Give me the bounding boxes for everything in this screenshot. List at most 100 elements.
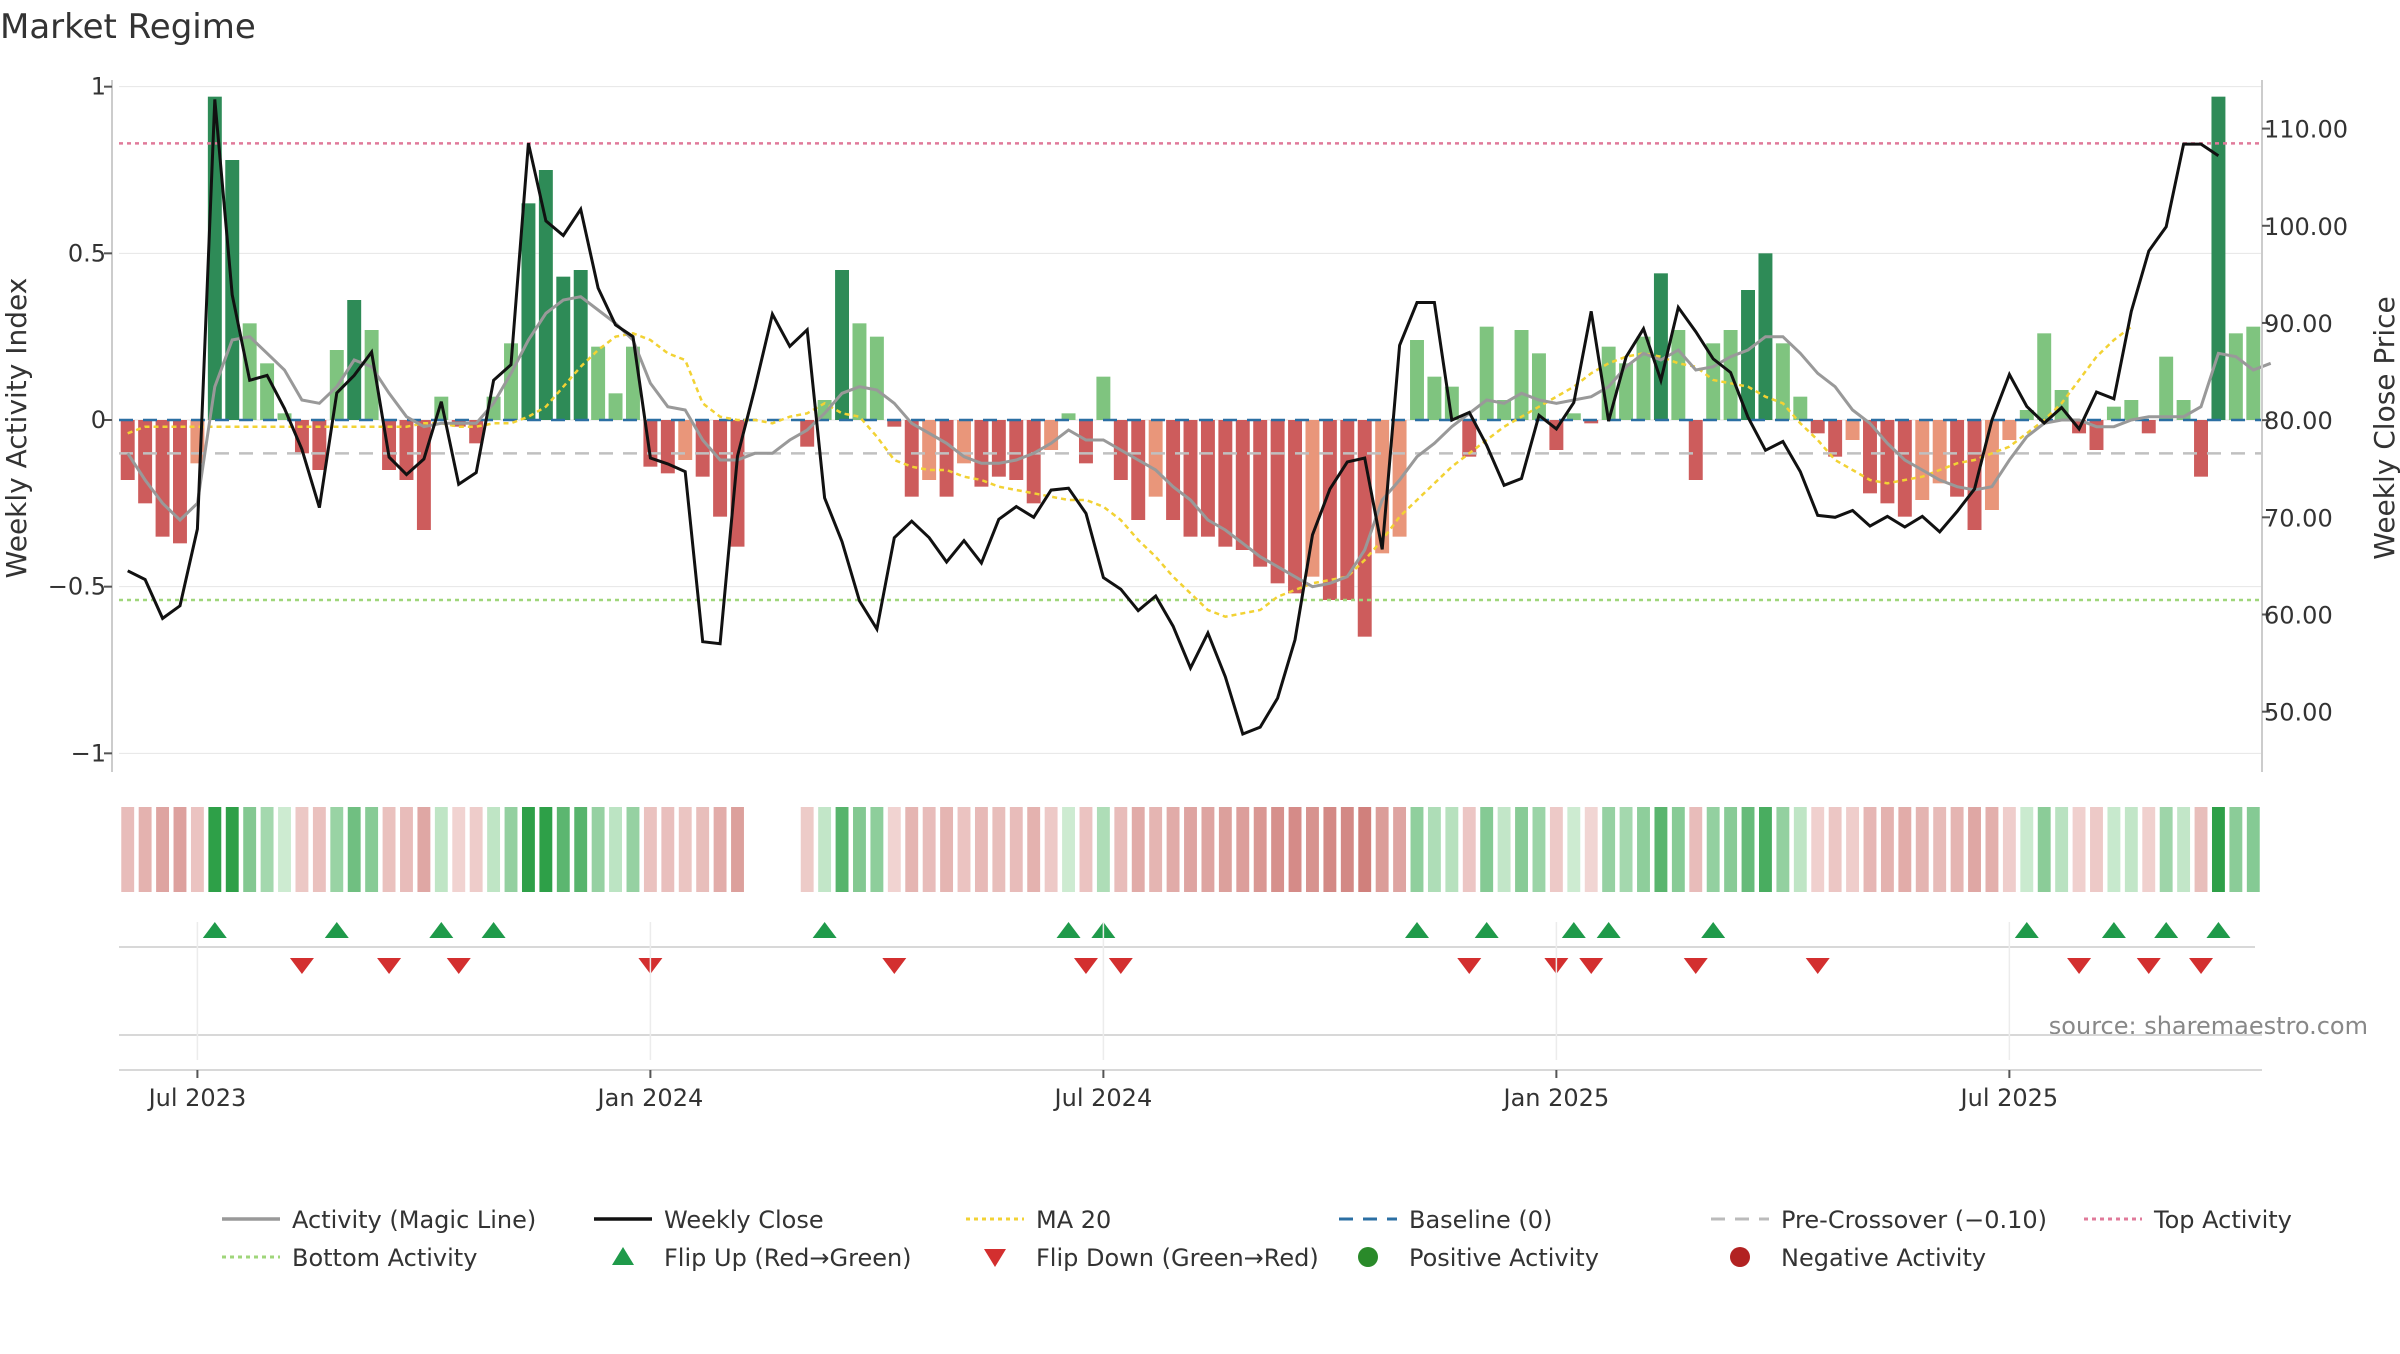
legend-item-bottom: Bottom Activity [222, 1244, 477, 1272]
activity-bar [155, 420, 170, 537]
legend-item-flipdown: Flip Down (Green→Red) [984, 1244, 1319, 1272]
activity-bar [1166, 420, 1181, 520]
regime-cell [2002, 807, 2016, 892]
regime-cell [190, 807, 204, 892]
magic-line [126, 295, 2272, 589]
regime-cell [1236, 807, 1250, 892]
regime-cell [312, 807, 326, 892]
regime-cell [2246, 807, 2260, 892]
flip-markers [119, 922, 2262, 1071]
activity-bar [1828, 420, 1843, 457]
activity-bar [1775, 343, 1790, 420]
regime-cell [591, 807, 605, 892]
regime-cell [138, 807, 152, 892]
regime-cell [1027, 807, 1041, 892]
flip-down-marker [882, 958, 907, 974]
y-tick-label-right: 90.00 [2264, 310, 2333, 338]
legend-label: Bottom Activity [292, 1244, 477, 1272]
legend-label: Positive Activity [1409, 1244, 1599, 1272]
flip-down-marker [1108, 958, 1133, 974]
regime-cell [940, 807, 954, 892]
regime-cell [1532, 807, 1546, 892]
activity-bar [626, 346, 640, 420]
regime-cell [2194, 807, 2208, 892]
flip-down-marker [446, 958, 471, 974]
activity-bar [991, 420, 1006, 477]
regime-cell [1497, 807, 1511, 892]
flip-up-marker [1701, 922, 1726, 938]
regime-cell [1445, 807, 1459, 892]
regime-cell [1985, 807, 1999, 892]
y-tick-label-right: 70.00 [2264, 504, 2333, 532]
regime-cell [1741, 807, 1755, 892]
regime-cell [1567, 807, 1581, 892]
regime-cell [330, 807, 344, 892]
regime-cell [2107, 807, 2121, 892]
regime-cell [574, 807, 588, 892]
chart-title: Market Regime [0, 7, 256, 47]
regime-cell [2229, 807, 2243, 892]
flip-up-marker [1561, 922, 1586, 938]
regime-cell [173, 807, 187, 892]
flip-down-marker [2067, 958, 2092, 974]
regime-cell [713, 807, 727, 892]
flip-down-marker [377, 958, 402, 974]
flip-up-marker [2206, 922, 2231, 938]
legend-label: Negative Activity [1781, 1244, 1986, 1272]
activity-bar [138, 420, 153, 504]
activity-bar [504, 343, 518, 420]
flip-up-marker [1404, 922, 1429, 938]
activity-bars [120, 96, 2261, 637]
legend-label: Weekly Close [664, 1206, 824, 1234]
regime-cell [887, 807, 901, 892]
y-tick-label-left: 1 [91, 73, 106, 101]
regime-cell [1584, 807, 1598, 892]
legend: Activity (Magic Line) Weekly Close MA 20 Ba… [222, 1206, 2292, 1272]
regime-cell [1427, 807, 1441, 892]
regime-cell [1288, 807, 1302, 892]
activity-bar [1218, 420, 1233, 547]
regime-cell [1253, 807, 1267, 892]
regime-cell [609, 807, 622, 892]
activity-bar [1410, 340, 1424, 420]
regime-cell [156, 807, 170, 892]
regime-cell [539, 807, 553, 892]
regime-cell [1131, 807, 1145, 892]
regime-cell [1323, 807, 1337, 892]
activity-bar [1584, 420, 1599, 424]
activity-bar [1950, 420, 1965, 497]
regime-cell [400, 807, 413, 892]
regime-cell [2124, 807, 2138, 892]
activity-bar [1183, 420, 1198, 537]
regime-cell [1201, 807, 1215, 892]
regime-cell [1306, 807, 1319, 892]
flip-down-marker [2189, 958, 2214, 974]
activity-bar [1514, 330, 1529, 420]
weekly-close-line [127, 99, 2220, 736]
activity-bar [1915, 420, 1930, 500]
x-axis: Jul 2023 Jan 2024 Jul 2024 Jan 2025 Jul 2025 [147, 922, 2058, 1112]
reference-lines [119, 142, 2262, 602]
flip-up-marker [202, 922, 227, 938]
activity-bar [2019, 410, 2034, 420]
regime-cell [365, 807, 379, 892]
regime-cell [678, 807, 692, 892]
regime-cell [1689, 807, 1703, 892]
activity-bar [1026, 420, 1041, 504]
regime-cell [626, 807, 640, 892]
legend-item-ma20: MA 20 [966, 1206, 1111, 1234]
regime-cell [1062, 807, 1075, 892]
regime-cell [504, 807, 518, 892]
regime-cell [2020, 807, 2034, 892]
activity-bar [1741, 290, 1755, 420]
regime-cell [1706, 807, 1720, 892]
legend-swatch [984, 1249, 1006, 1267]
activity-bar [730, 420, 745, 547]
activity-bar [1322, 420, 1337, 600]
y-tick-label-right: 80.00 [2264, 407, 2333, 435]
regime-cell [347, 807, 361, 892]
activity-bar [1793, 396, 1808, 420]
activity-bar [173, 420, 187, 544]
activity-bar [1479, 326, 1494, 420]
